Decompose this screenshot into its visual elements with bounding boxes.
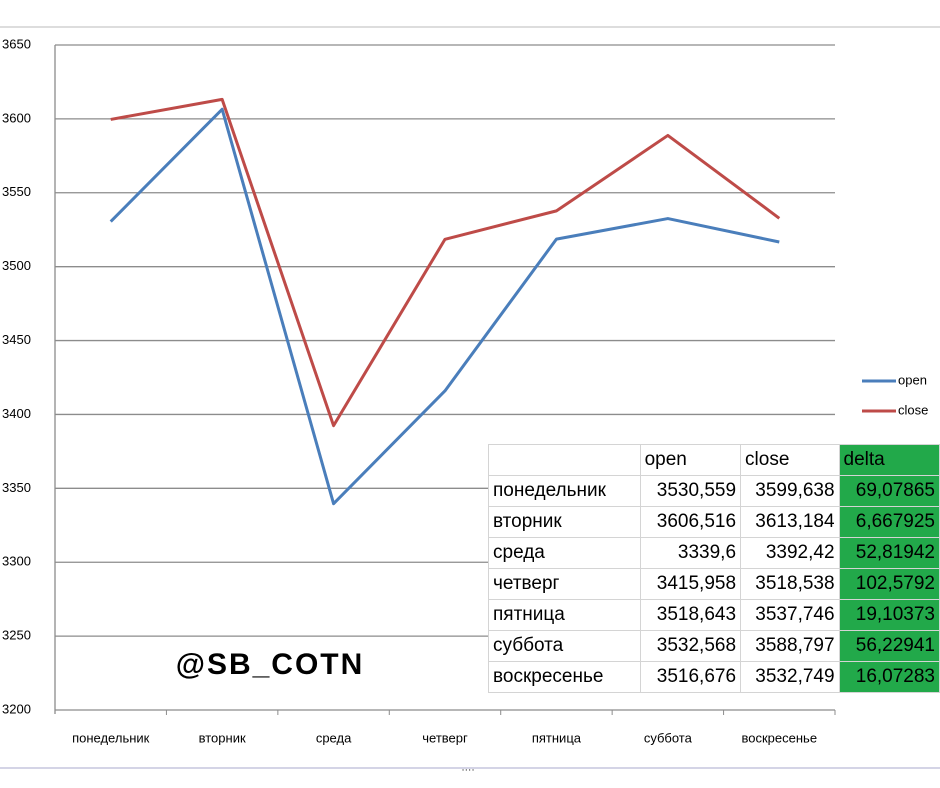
x-tick-label: воскресенье	[742, 730, 818, 745]
watermark: @SB_COTN	[176, 648, 365, 681]
table-cell: 3392,42	[740, 537, 840, 569]
x-tick-label: понедельник	[72, 730, 150, 745]
table-cell: 3516,676	[639, 661, 742, 693]
table-cell: 16,07283	[838, 661, 940, 693]
series-line	[109, 107, 780, 506]
legend-label: close	[898, 402, 928, 417]
y-tick-label: 3400	[2, 406, 31, 421]
table-corner	[488, 444, 641, 476]
y-tick-label: 3600	[2, 110, 31, 125]
table-cell: 19,10373	[838, 599, 940, 631]
table-cell: 3518,538	[740, 568, 840, 600]
table-row: суббота 3532,568 3588,797 56,22941	[488, 630, 940, 662]
table-row: open close delta	[488, 444, 940, 476]
table-cell: 3518,643	[639, 599, 742, 631]
table-row: понедельник 3530,559 3599,638 69,07865	[488, 475, 940, 507]
row-label: вторник	[488, 506, 641, 538]
y-tick-label: 3500	[2, 258, 31, 273]
table-cell: 3532,568	[639, 630, 742, 662]
row-label: воскресенье	[488, 661, 641, 693]
table-cell: 3339,6	[639, 537, 742, 569]
legend-label: open	[898, 372, 927, 387]
series-line	[110, 97, 781, 428]
x-tick-label: вторник	[199, 730, 246, 745]
table-cell: 102,5792	[838, 568, 940, 600]
table-cell: 3588,797	[740, 630, 840, 662]
row-label: пятница	[488, 599, 641, 631]
y-tick-label: 3250	[2, 628, 31, 643]
table-cell: 3606,516	[639, 506, 742, 538]
y-tick-label: 3200	[2, 701, 31, 716]
data-table: open close delta понедельник 3530,559 3599,63…	[488, 444, 940, 693]
table-cell: 3415,958	[639, 568, 742, 600]
row-label: понедельник	[488, 475, 641, 507]
x-tick-label: суббота	[644, 730, 693, 745]
x-tick-label: среда	[316, 730, 352, 745]
table-row: среда 3339,6 3392,42 52,81942	[488, 537, 940, 569]
scroll-dots: ····	[461, 765, 474, 776]
table-cell: 3613,184	[740, 506, 840, 538]
table-header: close	[740, 444, 840, 476]
table-row: вторник 3606,516 3613,184 6,667925	[488, 506, 940, 538]
y-tick-label: 3650	[2, 36, 31, 51]
table-cell: 6,667925	[838, 506, 940, 538]
y-tick-label: 3350	[2, 480, 31, 495]
y-tick-label: 3300	[2, 554, 31, 569]
table-header: delta	[838, 444, 940, 476]
row-label: суббота	[488, 630, 641, 662]
table-row: четверг 3415,958 3518,538 102,5792	[488, 568, 940, 600]
table-cell: 69,07865	[838, 475, 940, 507]
row-label: среда	[488, 537, 641, 569]
table-cell: 3537,746	[740, 599, 840, 631]
x-tick-label: пятница	[532, 730, 582, 745]
table-cell: 3532,749	[740, 661, 840, 693]
table-row: воскресенье 3516,676 3532,749 16,07283	[488, 661, 940, 693]
table-cell: 56,22941	[838, 630, 940, 662]
x-tick-label: четверг	[422, 730, 468, 745]
table-cell: 3530,559	[639, 475, 742, 507]
table-header: open	[639, 444, 742, 476]
table-cell: 52,81942	[838, 537, 940, 569]
row-label: четверг	[488, 568, 641, 600]
y-tick-label: 3550	[2, 184, 31, 199]
table-row: пятница 3518,643 3537,746 19,10373	[488, 599, 940, 631]
table-cell: 3599,638	[740, 475, 840, 507]
y-tick-label: 3450	[2, 332, 31, 347]
